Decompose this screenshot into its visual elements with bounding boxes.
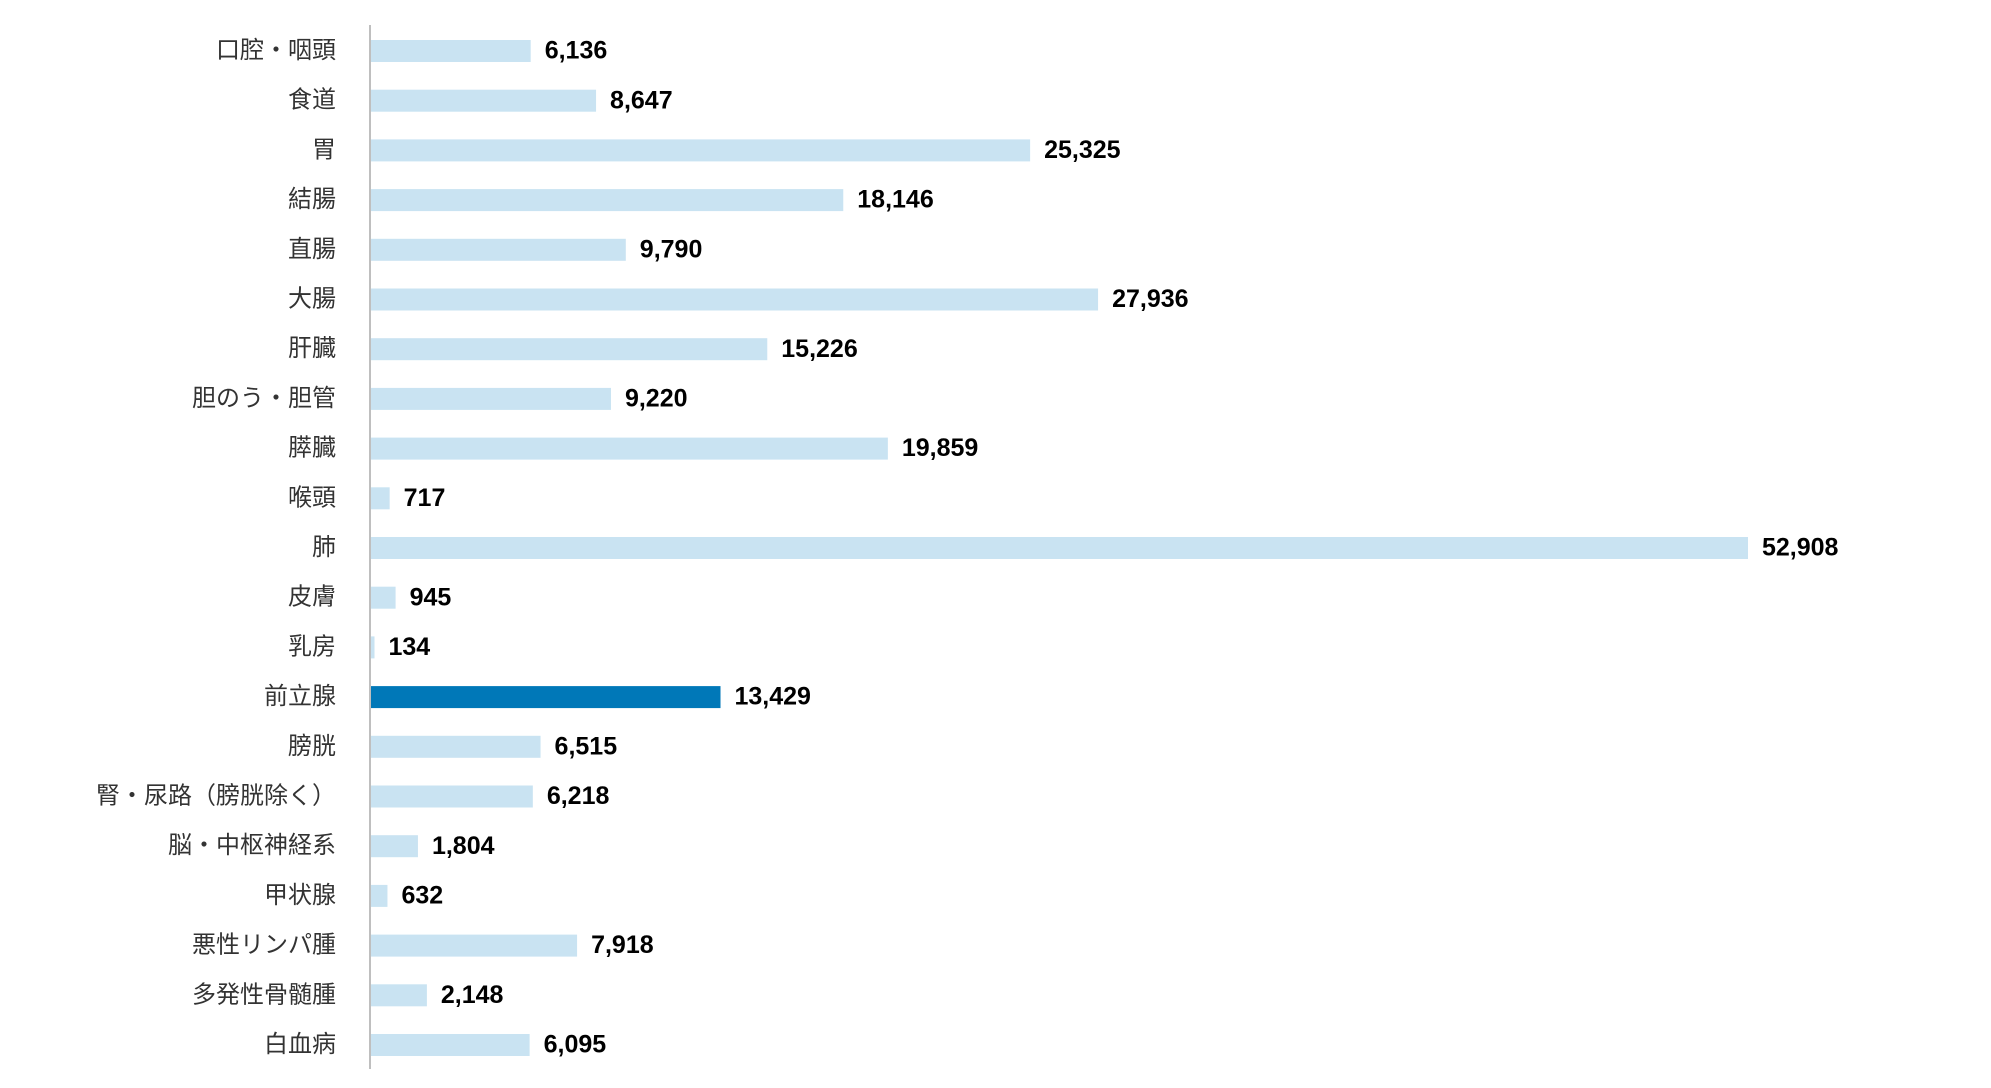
- value-label: 18,146: [857, 186, 933, 214]
- bar: [371, 934, 578, 957]
- category-label: 腎・尿路（膀胱除く）: [96, 782, 336, 810]
- category-label: 脳・中枢神経系: [168, 831, 336, 859]
- category-label: 悪性リンパ腫: [192, 931, 336, 959]
- value-label: 134: [388, 633, 430, 661]
- bar: [371, 387, 611, 410]
- category-label: 前立腺: [264, 682, 336, 710]
- category-label: 直腸: [288, 235, 336, 263]
- bar: [371, 785, 533, 808]
- value-label: 1,804: [432, 832, 495, 860]
- value-label: 9,790: [640, 235, 703, 263]
- category-label: 膵臓: [288, 434, 336, 462]
- bar: [371, 636, 375, 659]
- bar: [371, 338, 768, 361]
- category-label: 膀胱: [288, 732, 336, 760]
- value-label: 6,095: [544, 1031, 607, 1059]
- category-label: 白血病: [264, 1030, 336, 1058]
- bar: [371, 537, 1748, 559]
- category-label: 胆のう・胆管: [192, 384, 336, 412]
- value-label: 717: [404, 484, 446, 512]
- category-label: 多発性骨髄腫: [192, 980, 336, 1008]
- value-label: 7,918: [591, 931, 654, 959]
- value-label: 13,429: [735, 683, 811, 711]
- value-label: 8,647: [610, 86, 673, 114]
- category-label: 皮膚: [288, 583, 336, 611]
- category-label: 喉頭: [288, 483, 336, 511]
- category-label: 胃: [312, 135, 336, 163]
- value-label: 19,859: [902, 434, 978, 462]
- bar: [371, 884, 388, 907]
- category-label: 乳房: [288, 632, 336, 660]
- bar: [371, 139, 1031, 162]
- value-label: 15,226: [781, 335, 857, 363]
- value-label: 52,908: [1762, 534, 1839, 562]
- value-label: 6,515: [555, 732, 618, 760]
- category-label: 大腸: [288, 285, 336, 313]
- value-label: 6,136: [545, 37, 608, 65]
- value-label: 27,936: [1112, 285, 1188, 313]
- bar: [371, 1034, 530, 1056]
- bar: [371, 984, 427, 1007]
- category-label: 口腔・咽頭: [216, 36, 336, 64]
- bar: [371, 238, 626, 261]
- bar: [371, 686, 721, 709]
- bar: [371, 89, 597, 112]
- category-label: 肺: [312, 533, 336, 561]
- value-label: 25,325: [1044, 136, 1121, 164]
- value-label: 6,218: [547, 782, 610, 810]
- bar: [371, 437, 888, 460]
- bar: [371, 735, 541, 758]
- bar: [371, 586, 396, 609]
- category-label: 食道: [288, 86, 336, 114]
- category-label: 甲状腺: [264, 881, 336, 909]
- category-label: 肝臓: [288, 334, 336, 362]
- value-label: 632: [401, 882, 443, 910]
- value-label: 2,148: [441, 981, 504, 1009]
- value-label: 945: [410, 583, 452, 611]
- bar: [371, 189, 844, 212]
- bar: [371, 40, 531, 62]
- bar: [371, 487, 390, 510]
- bar: [371, 288, 1099, 311]
- value-label: 9,220: [625, 385, 688, 413]
- bar: [371, 835, 418, 858]
- category-label: 結腸: [288, 185, 336, 213]
